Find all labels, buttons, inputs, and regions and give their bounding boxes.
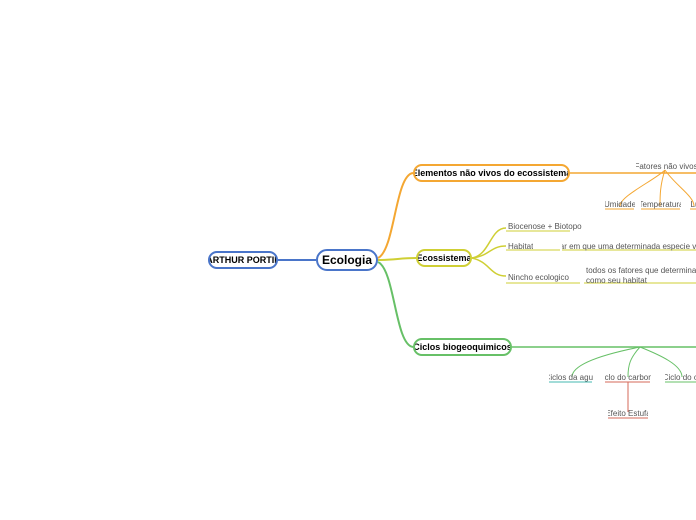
leaf-habitat: Habitat <box>508 242 533 252</box>
elementos-heading: Fatores não vivos <box>636 162 696 172</box>
leaf-nincho: Nincho ecologico <box>508 273 569 283</box>
leaf-nincho-desc: todos os fatores que determinam como seu… <box>586 266 696 285</box>
branch-ecossistema[interactable]: Ecossistema <box>416 249 472 267</box>
root-node[interactable]: Ecologia <box>316 249 378 271</box>
leaf-umidade: Umidade <box>605 200 635 210</box>
leaf-efeito-estufa: Efeito Estufa <box>608 409 648 419</box>
leaf-lu: Lu <box>690 200 696 210</box>
leaf-ciclo-oxigenio: Ciclo do ox <box>665 373 696 383</box>
leaf-ciclo-agua: Ciclos da agua <box>549 373 593 383</box>
branch-ciclos[interactable]: Ciclos biogeoquimicos <box>413 338 512 356</box>
leaf-biocenose: Biocenose + Biotopo <box>508 222 582 232</box>
leaf-temperatura: Temperatura <box>641 200 681 210</box>
branch-elementos[interactable]: Elementos não vivos do ecossistema <box>413 164 570 182</box>
author-node[interactable]: ARTHUR PORTIL <box>208 251 278 269</box>
leaf-ciclo-carbono: ciclo do carbono <box>605 373 651 383</box>
leaf-habitat-desc: Lugar em que uma determinada especie viv… <box>562 242 696 252</box>
